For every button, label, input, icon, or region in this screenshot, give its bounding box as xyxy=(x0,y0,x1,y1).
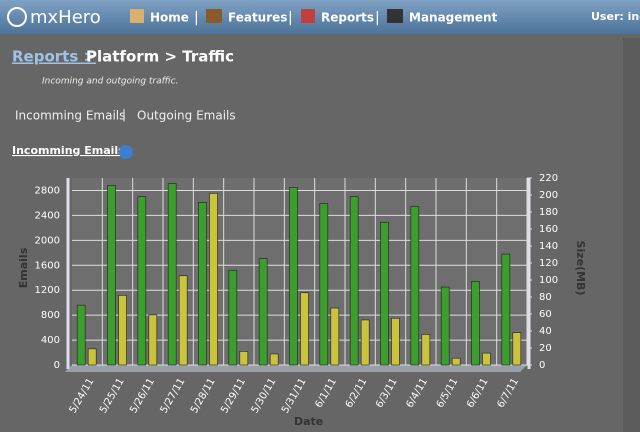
bar xyxy=(440,286,450,366)
x-tick-label: 5/25/11 xyxy=(98,377,127,416)
bar xyxy=(167,183,177,366)
x-tick-label: 6/6/11 xyxy=(465,377,491,410)
y2-tick-label: 180 xyxy=(539,207,558,218)
section-link[interactable]: Incomming Emails xyxy=(12,144,125,157)
bar xyxy=(269,353,279,366)
bar xyxy=(228,269,238,366)
bar xyxy=(76,304,86,366)
x-tick-label: 6/5/11 xyxy=(435,377,461,410)
bar xyxy=(178,275,188,366)
nav-bar xyxy=(0,0,640,34)
y-tick-label: 2400 xyxy=(35,210,60,221)
y2-tick-label: 220 xyxy=(539,173,558,184)
y2-tick-label: 160 xyxy=(539,224,558,235)
bar xyxy=(239,351,249,366)
y2-tick-label: 140 xyxy=(539,241,558,252)
y-tick-label: 2000 xyxy=(35,235,60,246)
x-tick-label: 5/29/11 xyxy=(219,377,248,416)
x-tick-label: 5/28/11 xyxy=(189,377,218,416)
x-tick-label: 6/2/11 xyxy=(344,377,370,410)
y-tick-label: 1200 xyxy=(35,285,60,296)
bar xyxy=(380,221,389,366)
x-tick-label: 5/31/11 xyxy=(280,377,309,416)
bar xyxy=(421,334,431,366)
plot-area xyxy=(72,178,527,365)
bar xyxy=(349,196,359,366)
y2-tick-label: 80 xyxy=(539,292,552,303)
y2-tick-label: 20 xyxy=(539,343,552,354)
y2-tick-label: 40 xyxy=(539,326,552,337)
bar xyxy=(512,332,522,366)
nav-item[interactable]: Home xyxy=(150,11,189,25)
user: User: inov xyxy=(591,10,640,23)
bar xyxy=(319,203,329,366)
x-tick-label: 5/26/11 xyxy=(128,377,157,416)
bar xyxy=(360,319,370,366)
bar xyxy=(451,357,461,366)
bar xyxy=(209,193,218,366)
y2-tick-label: 0 xyxy=(539,360,545,371)
bar xyxy=(107,185,116,366)
y-tick-label: 0 xyxy=(54,360,60,371)
x-tick-label: 5/27/11 xyxy=(159,377,188,416)
features-icon xyxy=(206,9,222,23)
separator: | xyxy=(194,10,199,26)
bar xyxy=(482,352,491,366)
x-axis-title: Date xyxy=(294,415,323,428)
crumb: Platform > Traffic xyxy=(86,48,234,66)
bar xyxy=(118,294,127,366)
home-icon xyxy=(130,9,144,23)
logo-icon xyxy=(7,7,27,27)
y-tick-label: 400 xyxy=(41,335,60,346)
refresh-icon[interactable] xyxy=(119,145,133,159)
separator: | xyxy=(288,10,293,26)
x-tick-label: 6/4/11 xyxy=(404,377,430,410)
y-axis-title: Emails xyxy=(17,247,30,288)
bar xyxy=(391,317,400,366)
nav-item[interactable]: Features xyxy=(228,11,287,25)
bar xyxy=(87,348,97,366)
floor xyxy=(65,365,527,372)
x-tick-label: 6/7/11 xyxy=(495,377,521,410)
bar xyxy=(137,196,147,366)
bar xyxy=(471,281,480,366)
bar xyxy=(148,314,158,366)
scrollbar[interactable] xyxy=(623,38,640,432)
crumb-link[interactable]: Reports > xyxy=(12,48,96,66)
y2-tick-label: 120 xyxy=(539,258,558,269)
bar xyxy=(198,202,207,366)
logo[interactable]: mxHero xyxy=(30,7,101,28)
bar xyxy=(258,258,268,366)
tab[interactable]: Incomming Emails xyxy=(15,109,125,123)
tab[interactable]: Outgoing Emails xyxy=(137,109,236,123)
y-tick-label: 2800 xyxy=(35,185,60,196)
bar xyxy=(410,206,420,366)
bar xyxy=(300,292,309,366)
nav-item[interactable]: Management xyxy=(409,11,498,25)
y-tick-label: 800 xyxy=(41,310,60,321)
management-icon xyxy=(387,9,403,23)
separator: | xyxy=(375,10,380,26)
bar xyxy=(289,187,298,366)
x-tick-label: 5/24/11 xyxy=(68,377,97,416)
x-tick-label: 6/3/11 xyxy=(374,377,400,410)
x-tick-label: 6/1/11 xyxy=(313,377,339,410)
y2-tick-label: 200 xyxy=(539,190,558,201)
tab-separator: | xyxy=(122,108,126,122)
y2-tick-label: 60 xyxy=(539,309,552,320)
y2-axis-title: Size(MB) xyxy=(574,241,587,296)
bar xyxy=(501,253,511,366)
nav-item[interactable]: Reports xyxy=(321,11,374,25)
x-tick-label: 5/30/11 xyxy=(250,377,279,416)
y2-tick-label: 100 xyxy=(539,275,558,286)
y-tick-label: 1600 xyxy=(35,260,60,271)
subtitle: Incoming and outgoing traffic. xyxy=(42,77,178,87)
reports-icon xyxy=(301,9,315,23)
bar xyxy=(330,307,340,366)
